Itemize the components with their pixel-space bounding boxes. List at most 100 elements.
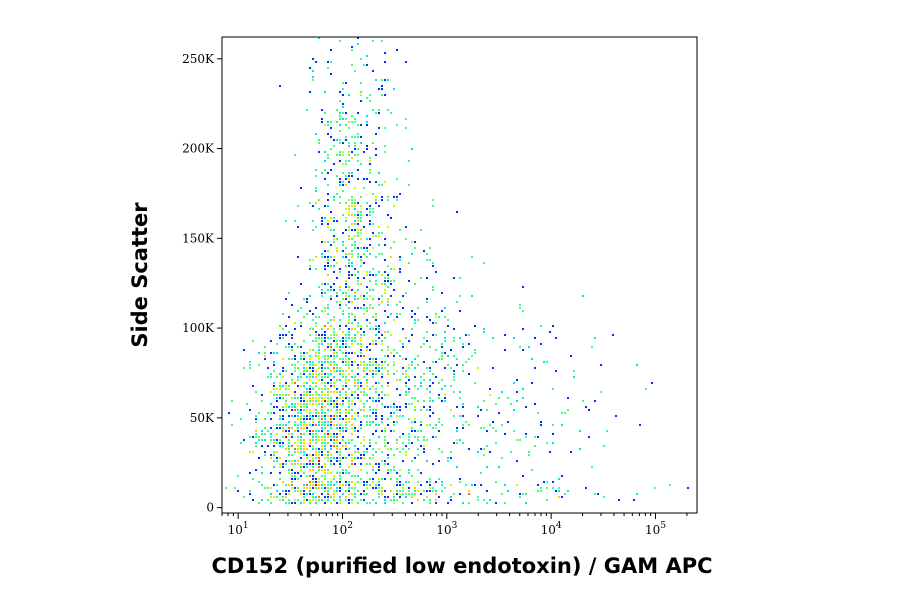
scatter-point [489,499,491,501]
scatter-point [396,472,398,474]
x-tick-exponent: 3 [452,521,458,531]
scatter-point [516,379,518,381]
scatter-point [363,445,365,447]
scatter-point [426,439,428,441]
scatter-point [354,487,356,489]
scatter-point [318,487,320,489]
scatter-point [369,445,371,447]
scatter-point [540,421,542,423]
scatter-point [294,448,296,450]
scatter-point [318,358,320,360]
scatter-point [447,319,449,321]
scatter-point [297,403,299,405]
scatter-point [396,478,398,480]
scatter-point [342,250,344,252]
scatter-point [348,421,350,423]
scatter-point [423,436,425,438]
scatter-point [285,346,287,348]
scatter-point [345,283,347,285]
scatter-point [330,457,332,459]
scatter-point [459,337,461,339]
scatter-point [339,427,341,429]
scatter-point [357,271,359,273]
scatter-point [360,493,362,495]
scatter-point [372,298,374,300]
scatter-point [369,244,371,246]
scatter-point [384,355,386,357]
scatter-point [459,415,461,417]
scatter-point [306,493,308,495]
scatter-point [327,496,329,498]
scatter-point [585,487,587,489]
scatter-point [417,430,419,432]
scatter-point [411,403,413,405]
scatter-point [435,499,437,501]
scatter-point [429,397,431,399]
scatter-point [414,241,416,243]
scatter-point [360,499,362,501]
scatter-point [357,169,359,171]
scatter-point [354,496,356,498]
scatter-point [366,451,368,453]
scatter-point [351,250,353,252]
scatter-point [336,502,338,504]
scatter-point [357,277,359,279]
scatter-point [450,499,452,501]
scatter-point [324,268,326,270]
scatter-point [324,340,326,342]
scatter-point [297,415,299,417]
scatter-point [360,469,362,471]
scatter-point [366,493,368,495]
scatter-point [360,136,362,138]
scatter-point [336,139,338,141]
scatter-point [315,394,317,396]
scatter-point [378,127,380,129]
scatter-point [420,421,422,423]
scatter-point [285,430,287,432]
scatter-point [405,61,407,63]
scatter-point [300,490,302,492]
scatter-point [297,451,299,453]
scatter-point [378,367,380,369]
scatter-point [327,259,329,261]
scatter-point [312,361,314,363]
scatter-point [444,400,446,402]
scatter-point [372,469,374,471]
scatter-point [273,442,275,444]
scatter-point [372,454,374,456]
scatter-point [339,499,341,501]
scatter-point [360,232,362,234]
scatter-point [354,187,356,189]
scatter-point [333,271,335,273]
scatter-point [387,382,389,384]
scatter-point [393,268,395,270]
scatter-point [333,376,335,378]
scatter-point [261,445,263,447]
scatter-point [375,415,377,417]
scatter-point [276,397,278,399]
scatter-point [342,142,344,144]
scatter-point [339,424,341,426]
scatter-point [381,403,383,405]
scatter-point [420,385,422,387]
scatter-point [315,496,317,498]
scatter-point [381,478,383,480]
scatter-point [294,430,296,432]
scatter-point [342,430,344,432]
scatter-point [291,481,293,483]
scatter-point [351,46,353,48]
scatter-point [282,418,284,420]
scatter-point [330,421,332,423]
scatter-point [309,460,311,462]
scatter-point [366,346,368,348]
scatter-point [279,493,281,495]
scatter-point [321,328,323,330]
scatter-point [324,454,326,456]
scatter-point [381,376,383,378]
scatter-point [591,466,593,468]
scatter-point [339,154,341,156]
scatter-point [399,406,401,408]
scatter-point [333,484,335,486]
scatter-point [612,334,614,336]
scatter-point [381,418,383,420]
